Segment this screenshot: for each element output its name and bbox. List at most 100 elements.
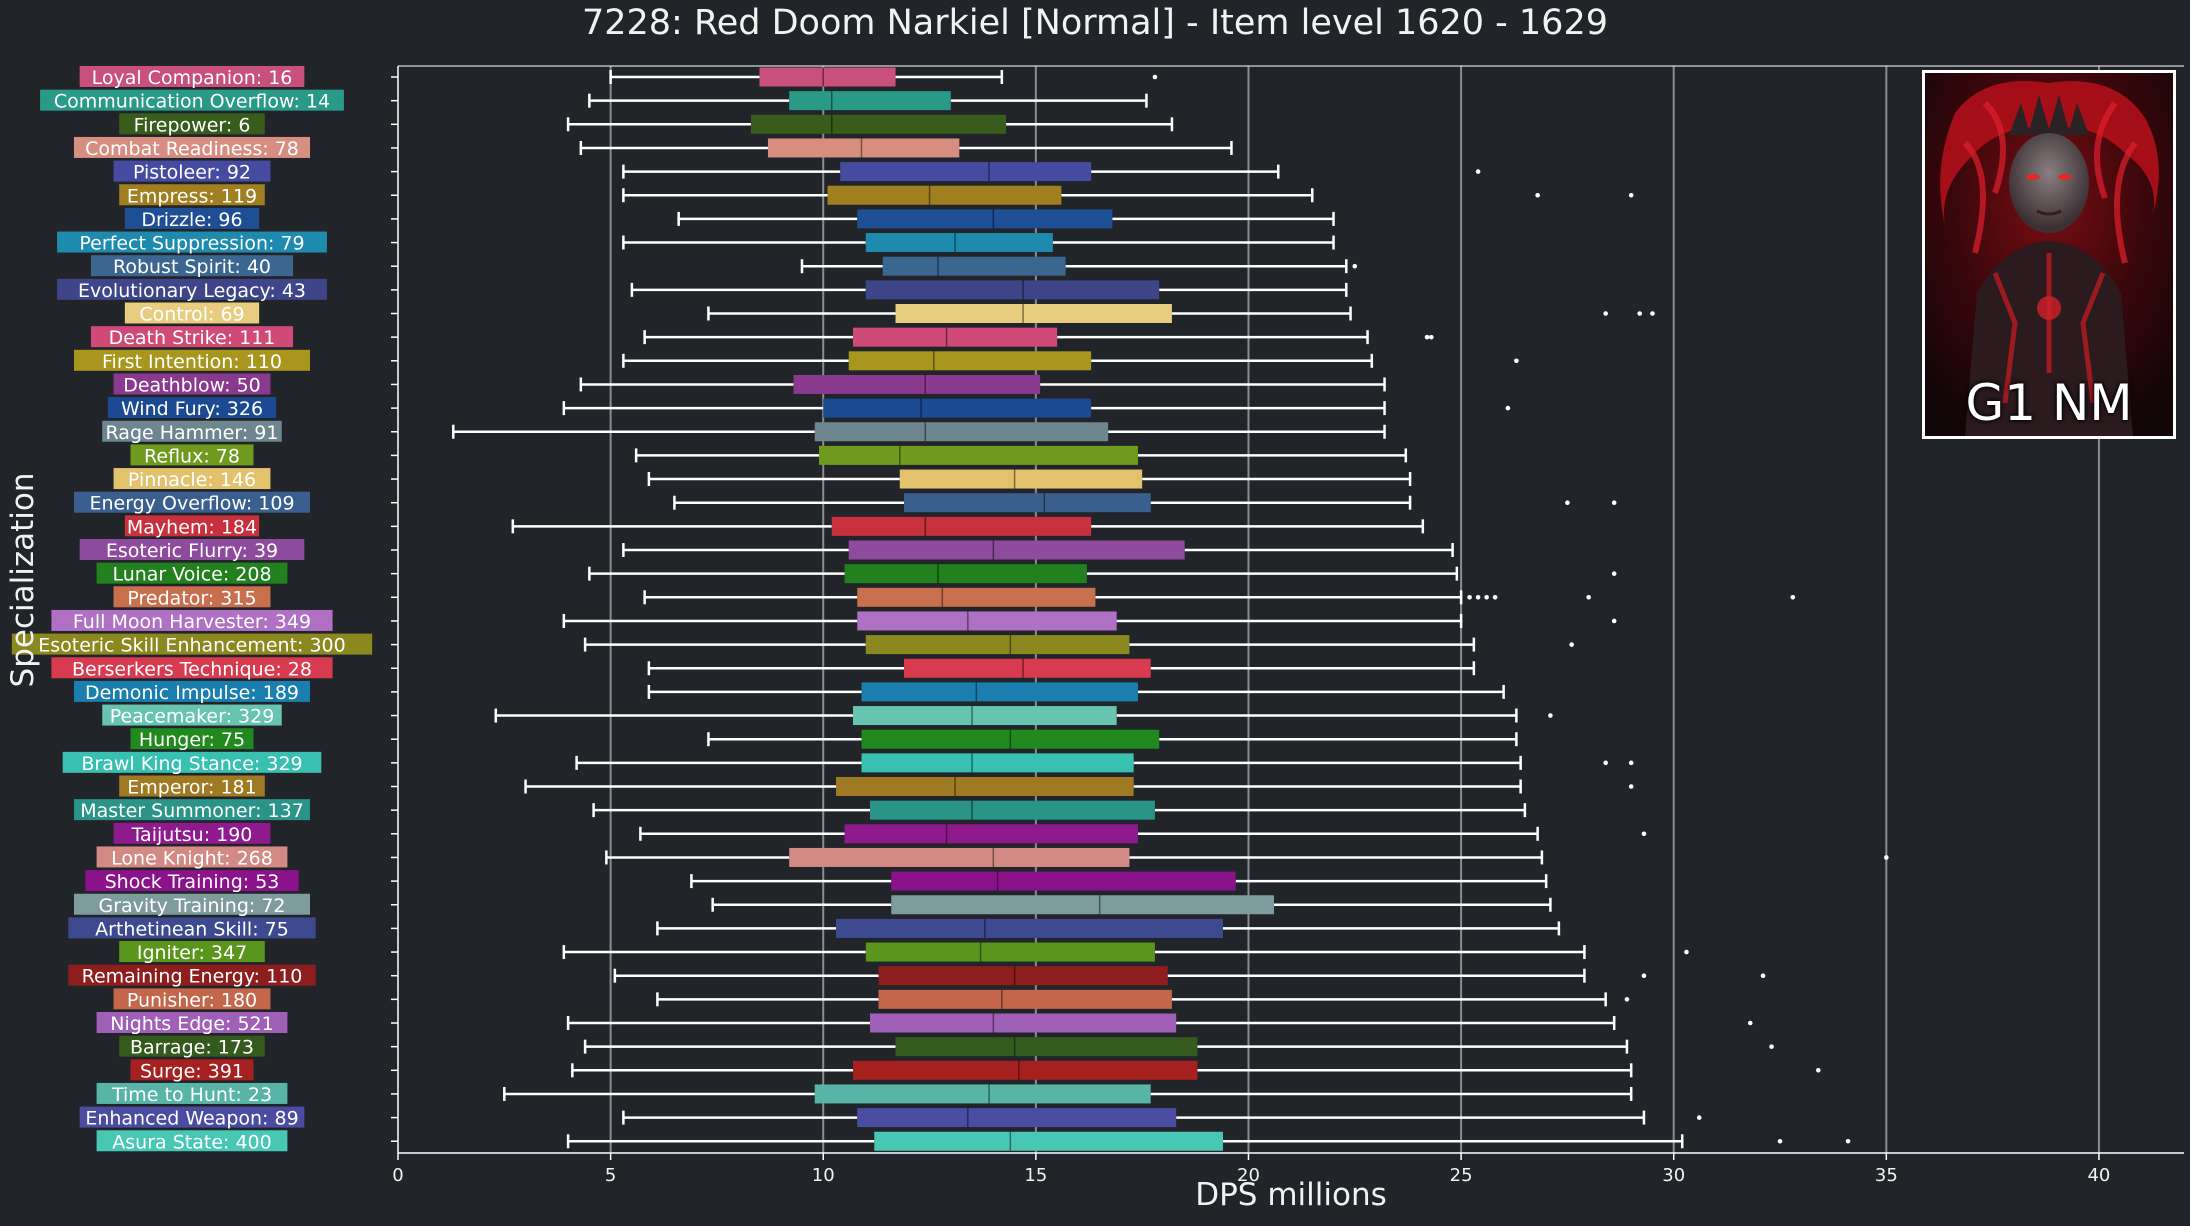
outlier-18-0	[1565, 500, 1570, 506]
spec-label-16: Reflux: 78	[144, 445, 240, 467]
spec-label-bg-7	[57, 231, 327, 253]
spec-label-25: Berserkers Technique: 28	[72, 658, 312, 680]
spec-label-38: Remaining Energy: 110	[82, 966, 303, 988]
box-42	[853, 1060, 1198, 1080]
spec-label-bg-3	[74, 136, 310, 158]
outlier-22-0	[1467, 595, 1472, 600]
box-9	[865, 280, 1160, 300]
outlier-45-0	[1777, 1138, 1783, 1144]
outlier-21-0	[1611, 571, 1617, 576]
box-25	[904, 658, 1151, 678]
spec-label-bg-6	[124, 207, 260, 229]
outlier-22-2	[1484, 595, 1489, 600]
outlier-22-1	[1475, 595, 1481, 600]
y-axis-label: Specialization	[5, 472, 41, 688]
box-2	[750, 114, 1007, 134]
box-45	[874, 1131, 1223, 1151]
spec-label-12: First Intention: 110	[102, 351, 282, 373]
box-11	[853, 327, 1058, 347]
outlier-38-0	[1641, 973, 1647, 978]
box-12	[848, 351, 1092, 371]
x-tick-label-5: 5	[605, 1165, 616, 1186]
box-7	[865, 233, 1053, 253]
spec-label-bg-37	[119, 941, 265, 963]
spec-label-7: Perfect Suppression: 79	[79, 233, 304, 255]
box-23	[857, 611, 1117, 631]
spec-label-18: Energy Overflow: 109	[89, 493, 294, 515]
spec-label-bg-32	[113, 822, 271, 844]
spec-label-bg-40	[96, 1012, 288, 1033]
box-1	[789, 91, 951, 111]
spec-label-bg-4	[113, 160, 271, 182]
outlier-38-1	[1760, 973, 1766, 978]
box-24	[865, 635, 1130, 655]
spec-label-21: Lunar Voice: 208	[112, 564, 271, 586]
spec-label-bg-17	[113, 468, 271, 490]
spec-label-bg-13	[113, 373, 271, 395]
outlier-22-3	[1492, 595, 1498, 600]
outlier-5-1	[1628, 192, 1634, 198]
spec-label-bg-24	[11, 633, 373, 655]
spec-label-bg-20	[79, 539, 305, 560]
spec-label-10: Control: 69	[139, 304, 244, 326]
outlier-14-0	[1505, 405, 1511, 411]
box-34	[891, 871, 1236, 891]
spec-label-bg-45	[96, 1130, 288, 1152]
spec-label-bg-27	[102, 704, 282, 726]
boss-badge-label: G1 NM	[1965, 374, 2133, 432]
spec-label-bg-30	[119, 775, 265, 797]
outlier-22-5	[1790, 595, 1796, 600]
box-3	[767, 138, 960, 158]
spec-label-34: Shock Training: 53	[105, 871, 280, 893]
box-18	[904, 493, 1151, 513]
spec-label-30: Emperor: 181	[127, 777, 256, 799]
outlier-40-0	[1747, 1020, 1753, 1026]
spec-label-bg-44	[79, 1106, 305, 1128]
spec-label-43: Time to Hunt: 23	[111, 1084, 272, 1106]
box-10	[895, 304, 1172, 323]
spec-label-bg-14	[107, 397, 277, 419]
x-tick-label-35: 35	[1875, 1165, 1898, 1186]
box-16	[818, 445, 1138, 465]
spec-label-39: Punisher: 180	[127, 989, 257, 1011]
box-30	[835, 777, 1134, 796]
spec-label-bg-29	[62, 751, 322, 773]
spec-label-29: Brawl King Stance: 329	[81, 753, 302, 775]
spec-label-bg-33	[96, 846, 288, 868]
spec-label-bg-42	[130, 1059, 254, 1081]
spec-label-bg-43	[96, 1082, 288, 1104]
box-26	[861, 682, 1138, 702]
spec-label-44: Enhanced Weapon: 89	[85, 1108, 298, 1130]
spec-label-40: Nights Edge: 521	[110, 1013, 274, 1035]
spec-label-6: Drizzle: 96	[141, 209, 242, 231]
spec-label-bg-0	[79, 66, 305, 87]
outlier-32-0	[1641, 831, 1647, 837]
outlier-45-1	[1845, 1138, 1851, 1144]
y-axis-label-wrap: Specialization	[3, 430, 43, 730]
spec-label-bg-39	[113, 988, 271, 1010]
x-tick-label-40: 40	[2087, 1165, 2110, 1186]
box-20	[848, 540, 1185, 560]
spec-label-8: Robust Spirit: 40	[113, 256, 271, 278]
box-33	[789, 847, 1130, 867]
box-4	[840, 162, 1092, 182]
spec-label-bg-5	[119, 184, 265, 206]
spec-label-5: Empress: 119	[127, 185, 257, 207]
box-41	[895, 1037, 1198, 1057]
x-tick-label-20: 20	[1237, 1165, 1260, 1186]
spec-label-bg-2	[119, 113, 265, 135]
spec-label-bg-25	[51, 657, 333, 679]
outlier-42-0	[1815, 1068, 1821, 1073]
outlier-5-0	[1535, 192, 1540, 198]
outlier-22-4	[1586, 595, 1591, 600]
box-38	[878, 966, 1168, 986]
box-29	[861, 753, 1134, 773]
spec-label-bg-15	[102, 420, 282, 442]
spec-label-19: Mayhem: 184	[127, 516, 257, 538]
box-17	[899, 469, 1143, 489]
spec-label-bg-34	[85, 870, 299, 892]
x-tick-label-15: 15	[1024, 1165, 1047, 1186]
spec-label-0: Loyal Companion: 16	[92, 67, 293, 89]
box-13	[793, 374, 1041, 394]
